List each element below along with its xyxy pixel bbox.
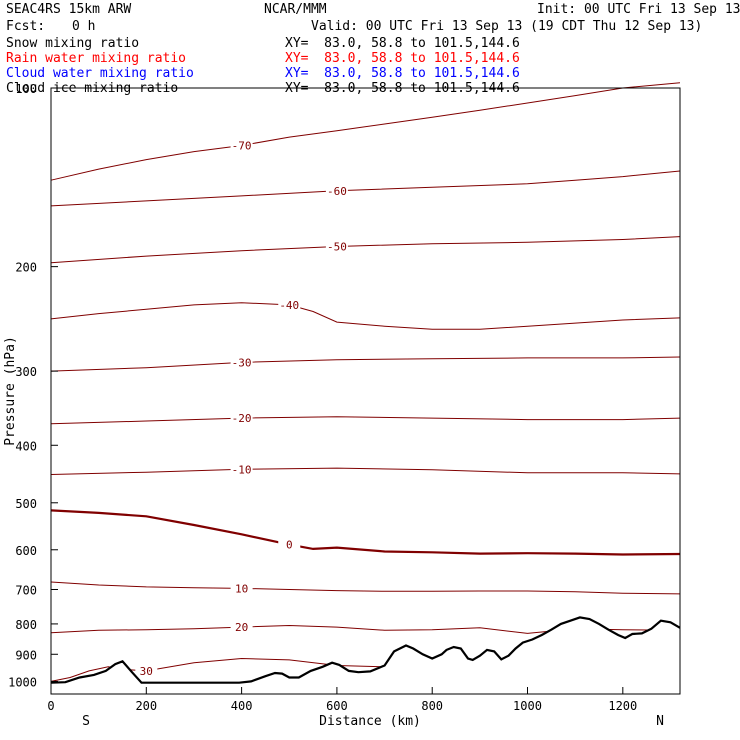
center-name: NCAR/MMM bbox=[264, 2, 327, 17]
y-tick-label: 300 bbox=[15, 365, 37, 379]
plot-frame bbox=[50, 87, 681, 695]
x-tick-label: 600 bbox=[326, 699, 348, 713]
isotherm-line bbox=[50, 236, 681, 264]
isotherm-line bbox=[50, 509, 681, 556]
isotherm-label-bg bbox=[325, 183, 348, 197]
x-tick-label: 400 bbox=[231, 699, 253, 713]
isotherm-line bbox=[50, 467, 681, 475]
isotherm-line bbox=[50, 356, 681, 372]
isotherm-line bbox=[50, 82, 681, 181]
isotherm-label-bg bbox=[230, 355, 253, 369]
isotherm-label-bg bbox=[135, 663, 158, 677]
x-tick-label: 200 bbox=[135, 699, 157, 713]
x-tick-label: 1200 bbox=[608, 699, 637, 713]
isotherm-label: -20 bbox=[232, 412, 252, 425]
isotherm-label: 20 bbox=[235, 621, 248, 634]
isotherm-contours: -70 -60 -50 -40 -30 -20 -10 0 10 20 30 bbox=[50, 82, 681, 682]
isotherm-label-bg bbox=[230, 581, 253, 595]
y-tick-label: 400 bbox=[15, 439, 37, 453]
isotherm-label-bg bbox=[230, 462, 253, 476]
isotherm-line bbox=[50, 581, 681, 595]
isotherm-label: 10 bbox=[235, 582, 248, 595]
field-rain-name: Rain water mixing ratio bbox=[6, 51, 187, 66]
axis-ticks: 0 200 400 600 800 1000 12002003004005006007008… bbox=[8, 261, 637, 713]
y-tick-label: 700 bbox=[15, 584, 37, 598]
isotherm-label: -10 bbox=[232, 463, 252, 476]
y-tick-label-top: 100 bbox=[15, 82, 37, 96]
field-snow-xy: XY= 83.0, 58.8 to 101.5,144.6 bbox=[285, 36, 520, 51]
isotherm-label: 30 bbox=[140, 665, 153, 678]
field-snow-name: Snow mixing ratio bbox=[6, 36, 140, 51]
x-tick-label: 800 bbox=[421, 699, 443, 713]
x-axis-label: Distance (km) bbox=[319, 714, 421, 729]
isotherm-label: -60 bbox=[327, 185, 347, 198]
y-tick-label: 900 bbox=[15, 648, 37, 662]
y-tick-label: 200 bbox=[15, 261, 37, 275]
forecast-value: 0 h bbox=[72, 19, 96, 34]
model-title: SEAC4RS 15km ARW bbox=[6, 2, 132, 17]
forecast-label: Fcst: bbox=[6, 19, 46, 34]
endpoint-label-north: N bbox=[656, 714, 664, 729]
endpoint-label-south: S bbox=[82, 714, 90, 729]
isotherm-label: -30 bbox=[232, 356, 252, 369]
isotherm-label-bg bbox=[278, 537, 301, 551]
isotherm-line bbox=[50, 416, 681, 425]
field-cloudwater-xy: XY= 83.0, 58.8 to 101.5,144.6 bbox=[285, 66, 520, 81]
y-tick-label: 1000 bbox=[8, 675, 37, 689]
isotherm-label: -50 bbox=[327, 241, 347, 254]
field-rain-xy: XY= 83.0, 58.8 to 101.5,144.6 bbox=[285, 51, 520, 66]
terrain-line bbox=[50, 616, 681, 684]
x-tick-label: 1000 bbox=[513, 699, 542, 713]
terrain-fill bbox=[51, 617, 680, 694]
y-tick-label: 500 bbox=[15, 497, 37, 511]
isotherm-label-bg bbox=[230, 138, 253, 152]
field-cloudwater-name: Cloud water mixing ratio bbox=[6, 66, 194, 81]
isotherm-label-bg bbox=[278, 297, 301, 311]
isotherm-label-bg bbox=[230, 411, 253, 425]
valid-time: Valid: 00 UTC Fri 13 Sep 13 (19 CDT Thu … bbox=[311, 19, 703, 34]
init-time: Init: 00 UTC Fri 13 Sep 13 bbox=[537, 2, 740, 17]
y-axis-label: Pressure (hPa) bbox=[3, 336, 18, 446]
x-tick-label: 0 bbox=[47, 699, 54, 713]
isotherm-label: -70 bbox=[232, 140, 252, 153]
terrain-layer bbox=[50, 616, 681, 694]
isotherm-label-bg bbox=[325, 239, 348, 253]
isotherm-label: -40 bbox=[279, 299, 299, 312]
isotherm-line bbox=[50, 170, 681, 207]
isotherm-label-bg bbox=[230, 620, 253, 634]
y-tick-label: 800 bbox=[15, 618, 37, 632]
y-tick-label: 600 bbox=[15, 544, 37, 558]
isotherm-label: 0 bbox=[286, 539, 293, 552]
isotherm-line bbox=[50, 302, 681, 330]
